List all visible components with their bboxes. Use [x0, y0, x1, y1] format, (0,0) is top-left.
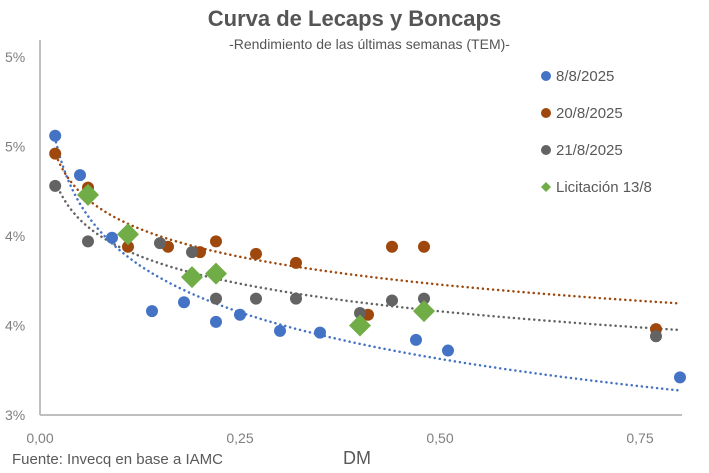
legend-label: Licitación 13/8 [556, 179, 652, 196]
chart-subtitle: -Rendimiento de las últimas semanas (TEM… [229, 36, 510, 52]
data-point [274, 324, 286, 337]
data-point-diamond [77, 183, 99, 206]
data-point [290, 292, 302, 305]
data-point [49, 129, 62, 142]
legend-label: 21/8/2025 [556, 142, 623, 159]
trendlines [54, 140, 682, 392]
data-point-diamond [205, 262, 227, 285]
data-point-diamond [349, 314, 371, 337]
data-point [418, 292, 430, 305]
data-point [154, 237, 166, 250]
data-point [314, 326, 326, 339]
data-point [82, 235, 94, 248]
data-point [234, 308, 246, 321]
trendline-8-8-2025 [54, 140, 682, 392]
x-tick-label: 0,50 [426, 430, 453, 446]
x-axis-ticks: 0,00 0,25 0,50 0,75 [26, 430, 653, 446]
legend-circle-icon [541, 108, 551, 118]
x-axis-label: DM [343, 448, 371, 468]
data-point [410, 333, 422, 346]
chart-title: Curva de Lecaps y Boncaps [207, 6, 502, 31]
x-tick-label: 0,00 [26, 430, 53, 446]
data-point [250, 292, 262, 305]
legend: 8/8/2025 20/8/2025 21/8/2025 Licitación 13/… [541, 68, 652, 196]
y-tick-label: 5% [5, 49, 25, 65]
data-point [178, 296, 190, 309]
y-tick-label: 4% [5, 228, 25, 244]
x-tick-label: 0,75 [626, 430, 653, 446]
legend-circle-icon [541, 71, 551, 81]
y-tick-label: 5% [5, 139, 25, 155]
source-note: Fuente: Invecq en base a IAMC [12, 451, 223, 468]
data-point [122, 240, 134, 253]
data-point [186, 246, 198, 259]
data-point [146, 305, 158, 318]
data-point [650, 330, 662, 343]
legend-label: 8/8/2025 [556, 68, 614, 85]
data-point [290, 256, 302, 269]
x-tick-label: 0,25 [226, 430, 253, 446]
data-point-diamond [413, 300, 435, 323]
trendline-21-8-2025 [54, 181, 682, 332]
y-tick-label: 4% [5, 318, 25, 334]
y-tick-label: 3% [5, 407, 25, 423]
data-point [210, 315, 222, 328]
data-point [418, 240, 430, 253]
data-point-diamond [181, 266, 203, 289]
data-point [442, 344, 454, 357]
trendline-20-8-2025 [54, 154, 682, 305]
data-point [49, 147, 62, 160]
legend-label: 20/8/2025 [556, 105, 623, 122]
data-point [250, 247, 262, 260]
data-point [210, 292, 222, 305]
data-point [210, 235, 222, 248]
data-point [674, 371, 686, 384]
y-axis-ticks: 3% 4% 4% 5% 5% [5, 49, 25, 423]
data-point [386, 240, 398, 253]
data-point [354, 306, 366, 319]
legend-circle-icon [541, 145, 551, 155]
data-points [49, 129, 686, 384]
data-point [74, 169, 86, 182]
data-point [106, 231, 118, 244]
data-point [49, 179, 62, 192]
data-point [386, 294, 398, 307]
legend-diamond-icon [541, 182, 551, 192]
data-point-diamond [117, 223, 139, 246]
